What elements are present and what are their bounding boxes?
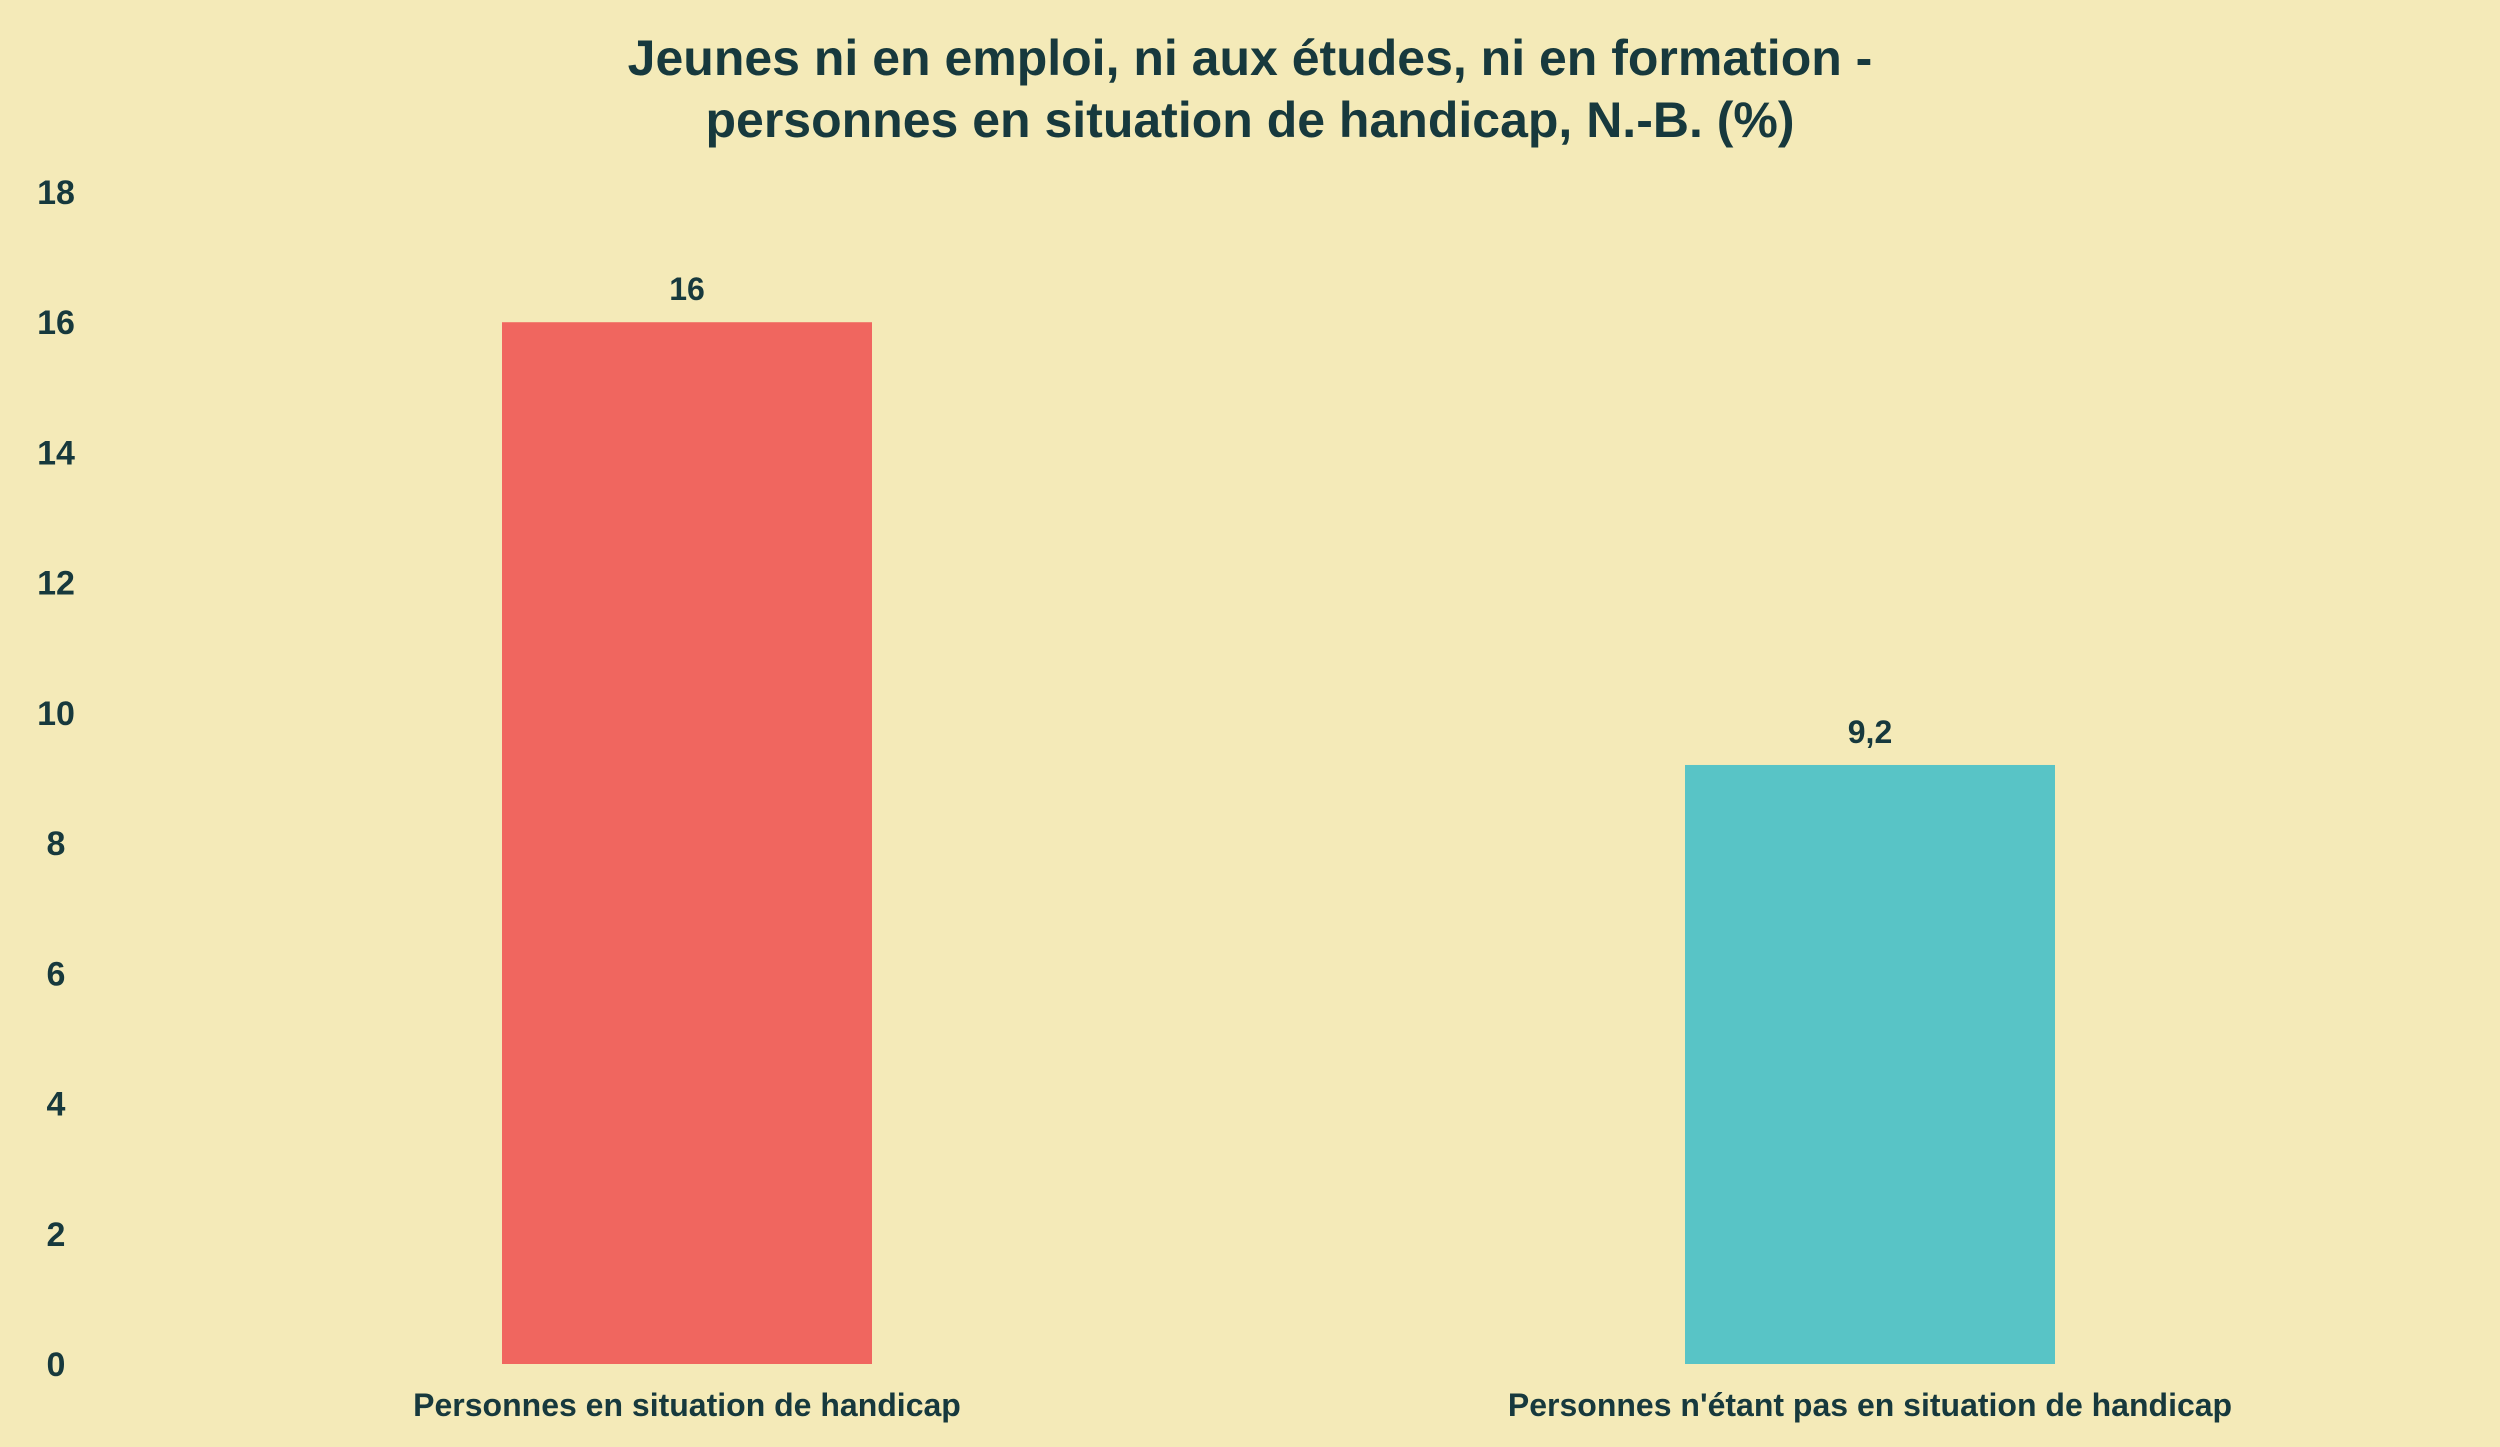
y-tick-label: 10 bbox=[37, 695, 75, 733]
chart-title-line-1: Jeunes ni en emploi, ni aux études, ni e… bbox=[628, 30, 1873, 86]
y-axis: 0 2 4 6 8 10 12 14 16 18 bbox=[37, 174, 75, 1384]
bar bbox=[1685, 764, 2055, 1364]
y-tick-label: 0 bbox=[47, 1346, 66, 1384]
y-tick-label: 2 bbox=[47, 1216, 66, 1254]
x-axis: Personnes en situation de handicap Person… bbox=[413, 1387, 2232, 1423]
x-category-label: Personnes n'étant pas en situation de ha… bbox=[1508, 1387, 2232, 1423]
y-tick-label: 6 bbox=[47, 955, 66, 993]
x-category-label: Personnes en situation de handicap bbox=[413, 1387, 961, 1423]
chart-title-line-2: personnes en situation de handicap, N.-B… bbox=[705, 92, 1794, 148]
chart-title: Jeunes ni en emploi, ni aux études, ni e… bbox=[628, 30, 1873, 148]
bars bbox=[502, 322, 2055, 1365]
y-tick-label: 12 bbox=[37, 565, 75, 603]
data-labels: 169,2 bbox=[669, 271, 1892, 750]
y-tick-label: 14 bbox=[37, 434, 75, 472]
y-tick-label: 18 bbox=[37, 174, 75, 212]
y-tick-label: 16 bbox=[37, 304, 75, 342]
y-tick-label: 4 bbox=[47, 1086, 66, 1124]
data-label: 16 bbox=[669, 271, 705, 307]
bar bbox=[502, 322, 872, 1365]
y-tick-label: 8 bbox=[47, 825, 66, 863]
data-label: 9,2 bbox=[1848, 714, 1892, 750]
